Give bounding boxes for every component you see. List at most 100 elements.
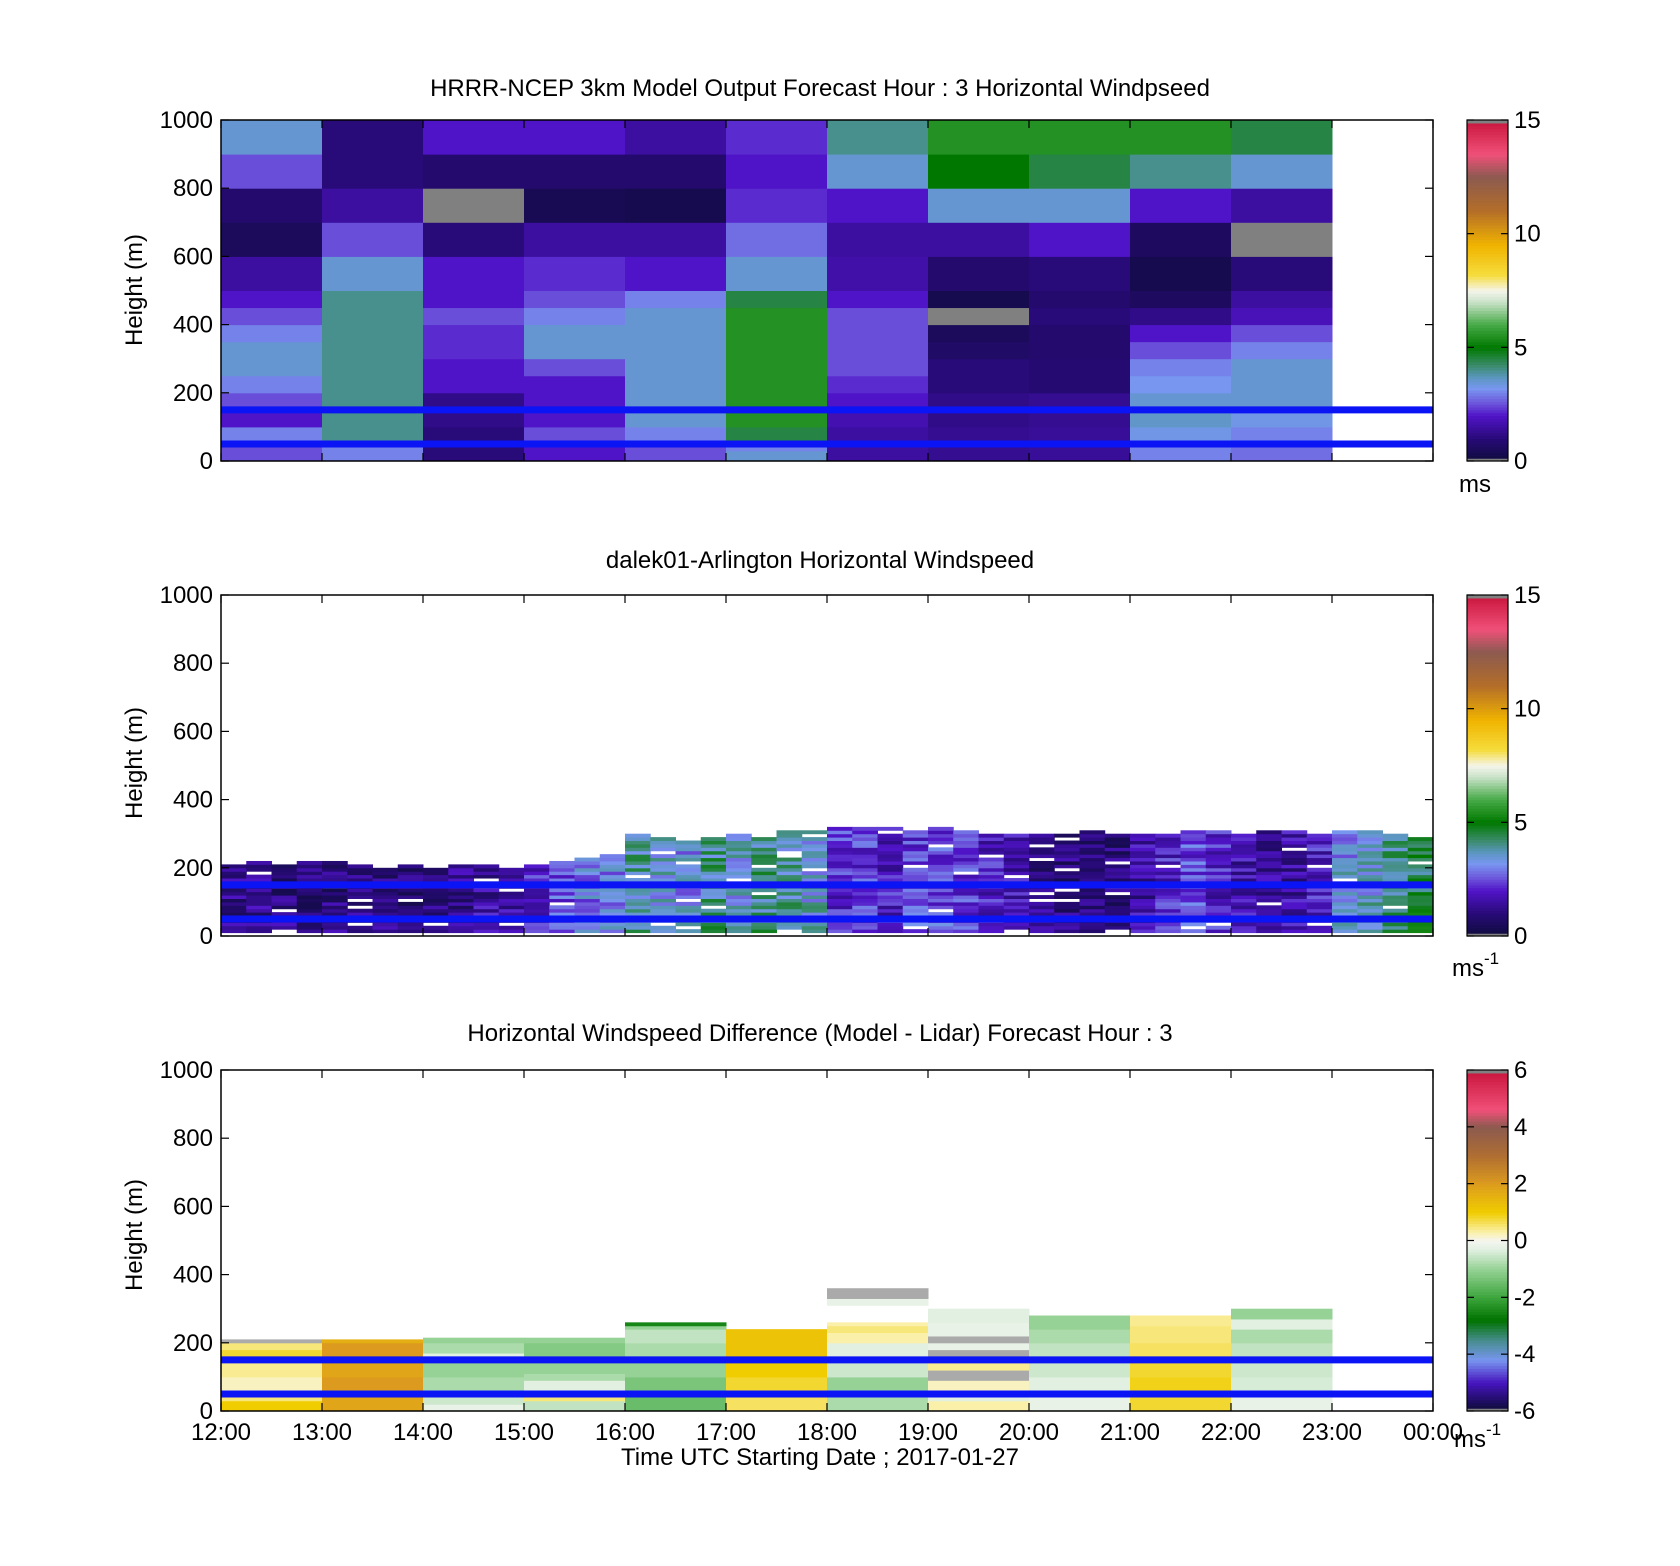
lidar-windspeed-cell xyxy=(1003,878,1030,882)
lidar-windspeed-cell xyxy=(372,898,399,903)
lidar-windspeed-cell xyxy=(776,905,803,910)
lidar-windspeed-cell xyxy=(448,871,474,876)
lidar-windspeed-cell xyxy=(877,860,904,865)
lidar-windspeed-cell xyxy=(221,871,247,876)
lidar-windspeed-cell xyxy=(877,905,904,910)
colorbar2-segment xyxy=(1467,921,1508,926)
lidar-windspeed-cell xyxy=(1104,867,1131,872)
lidar-windspeed-cell xyxy=(221,878,247,882)
colorbar3-segment xyxy=(1467,1342,1508,1347)
colorbar1-segment xyxy=(1467,290,1508,294)
lidar-windspeed-cell xyxy=(498,874,525,879)
colorbar3-segment xyxy=(1467,1141,1508,1145)
colorbar2-segment xyxy=(1467,756,1508,761)
lidar-windspeed-cell xyxy=(852,830,878,835)
lidar-windspeed-cell xyxy=(978,905,1005,910)
panel1-ytick-label: 600 xyxy=(173,243,213,270)
model-windspeed-cell xyxy=(524,358,626,377)
colorbar2-segment xyxy=(1467,899,1508,903)
colorbar1-segment xyxy=(1467,219,1508,223)
colorbar2-segment xyxy=(1467,887,1508,892)
colorbar1-segment xyxy=(1467,293,1508,297)
lidar-windspeed-cell xyxy=(1407,864,1434,869)
lidar-windspeed-cell xyxy=(1231,898,1257,903)
lidar-windspeed-cell xyxy=(1407,901,1434,906)
lidar-windspeed-cell xyxy=(902,843,929,848)
difference-cell xyxy=(423,1337,525,1344)
difference-cell xyxy=(423,1342,525,1354)
colorbar3-tick-label: 4 xyxy=(1514,1114,1527,1141)
lidar-windspeed-cell xyxy=(776,871,803,876)
colorbar3-segment xyxy=(1467,1263,1508,1267)
lidar-windspeed-cell xyxy=(246,888,272,893)
lidar-windspeed-cell xyxy=(650,840,676,845)
colorbar3-segment xyxy=(1467,1149,1508,1154)
lidar-windspeed-cell xyxy=(928,905,954,910)
lidar-windspeed-cell xyxy=(271,871,298,876)
colorbar1-segment xyxy=(1467,281,1508,286)
lidar-windspeed-cell xyxy=(751,888,777,893)
panel3-ytick-label: 400 xyxy=(173,1262,213,1289)
lidar-windspeed-cell xyxy=(1306,901,1333,906)
model-windspeed-cell xyxy=(524,307,626,326)
colorbar3-segment xyxy=(1467,1229,1508,1233)
lidar-windspeed-cell xyxy=(801,874,828,879)
model-windspeed-cell xyxy=(322,120,424,155)
colorbar3-segment xyxy=(1467,1379,1508,1384)
lidar-windspeed-cell xyxy=(1079,898,1106,903)
colorbar1-segment xyxy=(1467,429,1508,434)
colorbar2-segment xyxy=(1467,597,1508,602)
lidar-windspeed-cell xyxy=(1306,895,1333,899)
lidar-windspeed-cell xyxy=(524,908,550,913)
lidar-windspeed-cell xyxy=(1130,929,1156,934)
lidar-windspeed-cell xyxy=(423,888,449,893)
lidar-windspeed-cell xyxy=(322,867,348,872)
lidar-windspeed-cell xyxy=(296,871,323,876)
lidar-windspeed-cell xyxy=(852,901,878,906)
lidar-windspeed-cell xyxy=(1306,878,1333,882)
lidar-windspeed-cell xyxy=(1130,912,1156,917)
x-tick-label: 16:00 xyxy=(595,1419,655,1446)
lidar-windspeed-cell xyxy=(397,891,424,896)
lidar-windspeed-cell xyxy=(498,912,525,917)
lidar-windspeed-cell xyxy=(574,901,601,906)
lidar-windspeed-cell xyxy=(524,922,550,927)
colorbar2-segment xyxy=(1467,691,1508,696)
colorbar1-segment xyxy=(1467,182,1508,186)
lidar-windspeed-cell xyxy=(498,895,525,899)
x-tick-label: 15:00 xyxy=(494,1419,554,1446)
colorbar3-segment xyxy=(1467,1189,1508,1193)
colorbar1-segment xyxy=(1467,438,1508,442)
colorbar1-segment xyxy=(1467,361,1508,365)
lidar-windspeed-cell xyxy=(953,929,979,934)
lidar-windspeed-cell xyxy=(599,874,626,879)
lidar-windspeed-cell xyxy=(1281,874,1308,879)
lidar-windspeed-cell xyxy=(675,929,702,934)
lidar-windspeed-cell xyxy=(1104,864,1131,869)
colorbar2-segment xyxy=(1467,717,1508,721)
panel2-ylabel: Height (m) xyxy=(121,707,148,819)
lidar-windspeed-cell xyxy=(1205,864,1232,869)
x-tick-label: 23:00 xyxy=(1302,1419,1362,1446)
lidar-windspeed-cell xyxy=(1029,854,1055,859)
lidar-windspeed-cell xyxy=(650,860,676,865)
lidar-windspeed-cell xyxy=(726,871,752,876)
model-windspeed-cell xyxy=(1130,324,1232,343)
colorbar2-segment xyxy=(1467,595,1508,599)
lidar-windspeed-cell xyxy=(1281,840,1308,845)
difference-cell xyxy=(726,1342,828,1361)
lidar-windspeed-cell xyxy=(625,929,651,934)
colorbar3-tick-label: 0 xyxy=(1514,1228,1527,1255)
lidar-windspeed-cell xyxy=(726,837,752,842)
lidar-windspeed-cell xyxy=(700,891,727,896)
lidar-windspeed-cell xyxy=(423,871,449,876)
lidar-windspeed-cell xyxy=(574,922,601,927)
colorbar2-segment xyxy=(1467,901,1508,906)
lidar-windspeed-cell xyxy=(1231,847,1257,852)
lidar-windspeed-cell xyxy=(877,857,904,862)
colorbar1-segment xyxy=(1467,159,1508,164)
lidar-windspeed-cell xyxy=(801,908,828,913)
model-windspeed-cell xyxy=(1029,154,1131,189)
colorbar3-segment xyxy=(1467,1337,1508,1341)
lidar-windspeed-cell xyxy=(1407,898,1434,903)
